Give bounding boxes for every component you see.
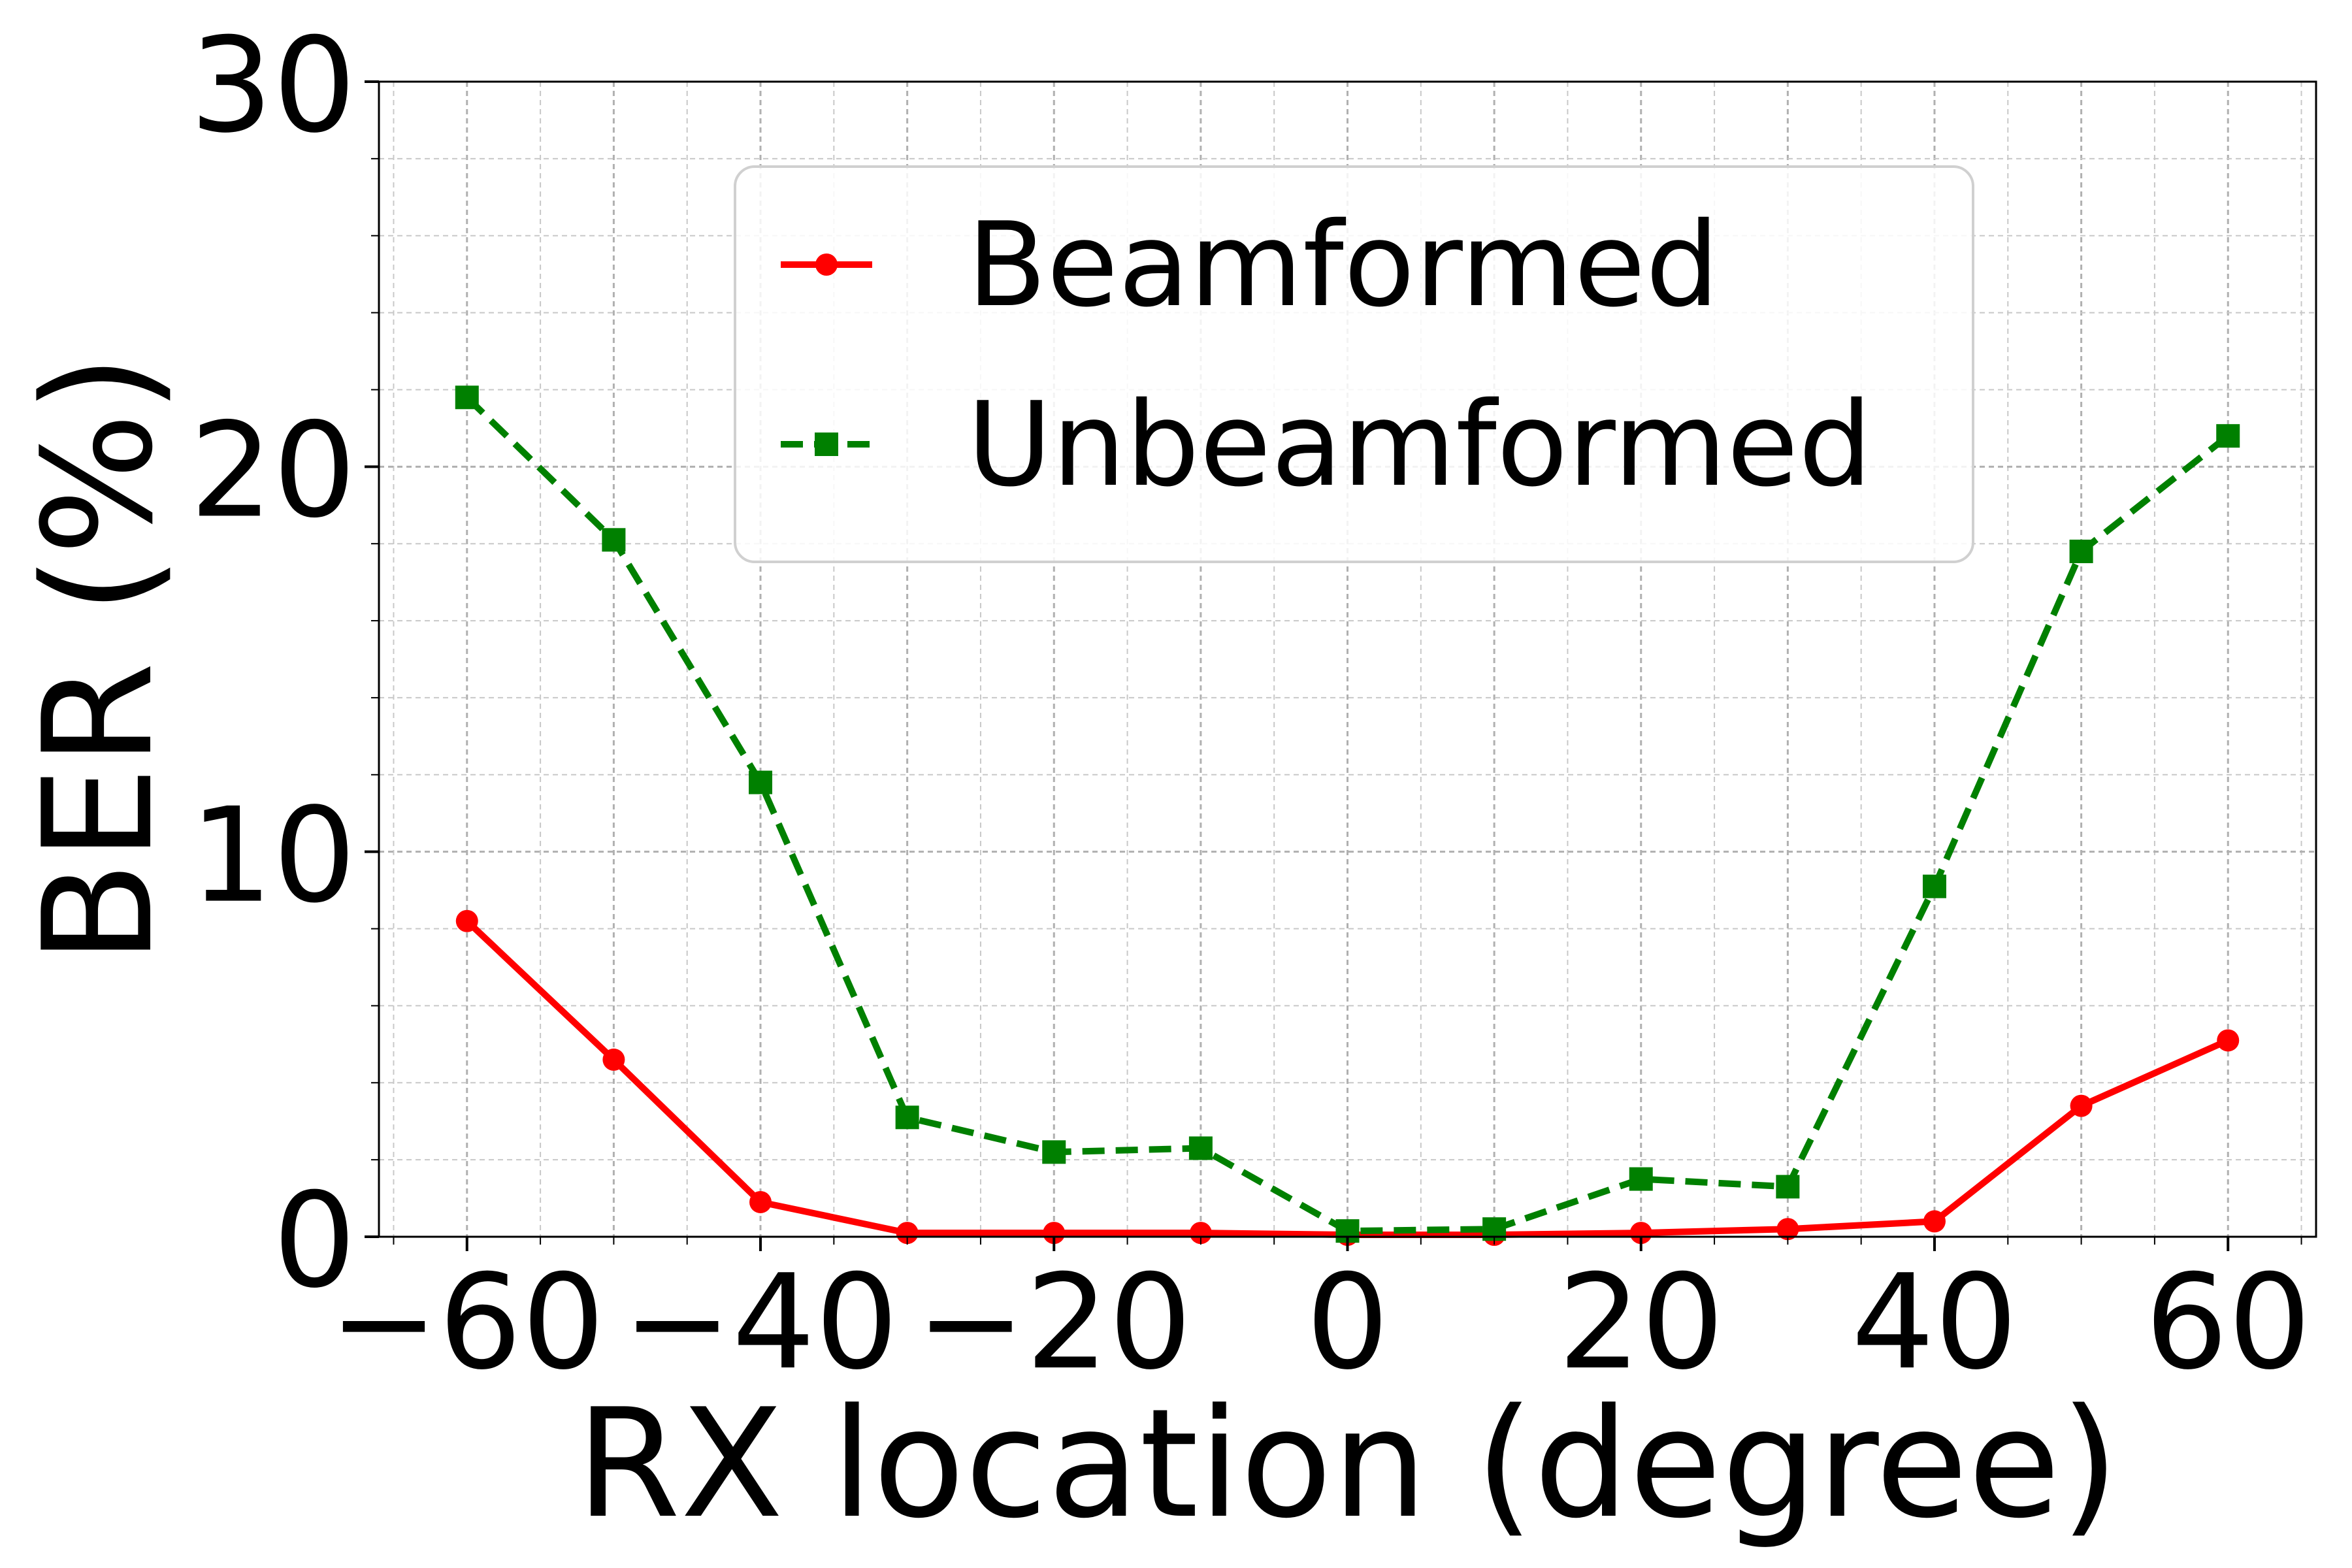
x-tick-label: −20 <box>916 1247 1192 1399</box>
data-point <box>1923 1210 1946 1233</box>
legend-entry: Unbeamformed <box>781 377 1872 512</box>
legend-label: Unbeamformed <box>967 377 1872 512</box>
data-point <box>1776 1218 1799 1241</box>
data-point <box>1042 1140 1066 1164</box>
y-tick-label: 30 <box>190 10 357 162</box>
data-point <box>455 909 478 932</box>
x-tick-label: −60 <box>329 1247 605 1399</box>
data-point <box>455 385 479 410</box>
data-point <box>602 1048 625 1071</box>
data-point <box>1188 1136 1213 1160</box>
axis-ticks: −60 −40 −20 0 20 40 60 0 10 20 30 <box>190 10 2311 1399</box>
data-point <box>1629 1222 1652 1245</box>
x-tick-label: −40 <box>623 1247 898 1399</box>
data-point <box>2217 1029 2240 1052</box>
data-point <box>896 1222 919 1245</box>
x-tick-label: 40 <box>1852 1247 2018 1399</box>
data-point <box>749 770 773 794</box>
data-point <box>1629 1167 1653 1191</box>
data-point <box>1189 1222 1212 1245</box>
data-point <box>1043 1222 1066 1245</box>
x-axis-label: RX location (degree) <box>576 1377 2119 1552</box>
legend-entry: Beamformed <box>781 197 1720 333</box>
data-point <box>1922 874 1946 898</box>
x-tick-label: 0 <box>1306 1247 1389 1399</box>
x-tick-label: 20 <box>1558 1247 1724 1399</box>
series-line <box>465 919 2230 1239</box>
data-point <box>602 528 626 552</box>
data-point <box>2216 424 2240 448</box>
data-point <box>749 1190 772 1213</box>
y-axis-label: BER (%) <box>12 354 186 964</box>
legend-marker <box>815 433 838 456</box>
legend-label: Beamformed <box>967 197 1720 333</box>
data-point <box>2070 1094 2093 1117</box>
legend-box <box>734 165 1974 563</box>
x-tick-label: 60 <box>2145 1247 2311 1399</box>
y-tick-label: 0 <box>273 1165 356 1317</box>
legend-marker <box>815 253 838 276</box>
y-tick-label: 20 <box>190 395 357 547</box>
data-point <box>1776 1175 1800 1199</box>
data-point <box>895 1105 919 1130</box>
y-tick-label: 10 <box>190 780 357 932</box>
data-point <box>2069 539 2093 563</box>
legend: Beamformed Unbeamformed <box>734 165 1974 563</box>
plot-series <box>455 385 2240 1247</box>
